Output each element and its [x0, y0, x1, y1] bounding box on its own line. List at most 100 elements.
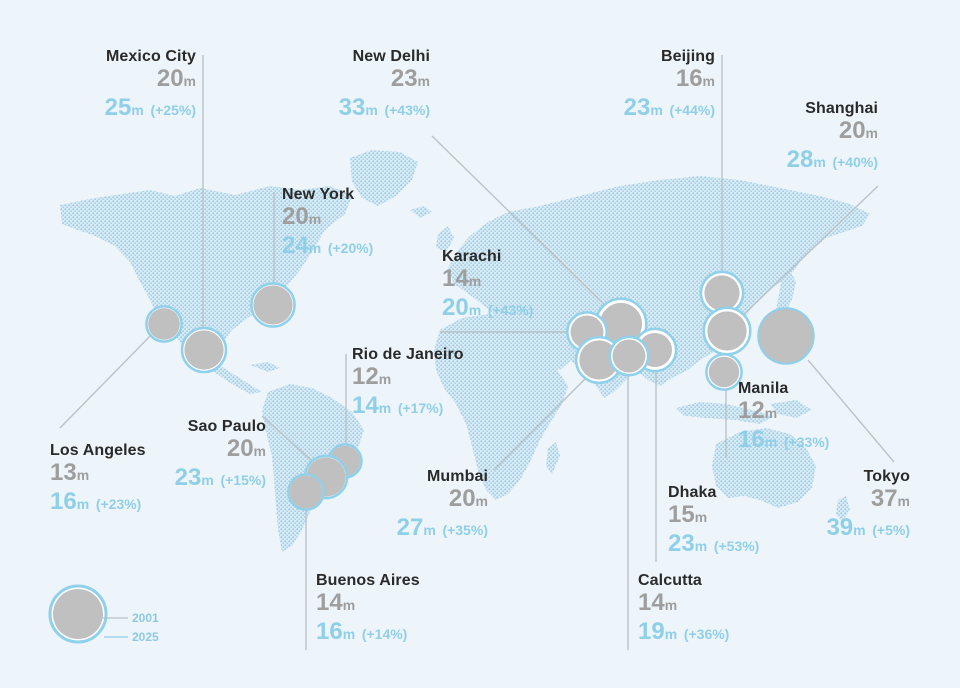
leader-los-angeles [59, 325, 161, 429]
label-new-york: New York 20m 24m (+20%) [282, 186, 502, 262]
unit: m [475, 493, 488, 509]
pop-2025: 16 [316, 618, 343, 645]
pop-2001: 20 [156, 65, 184, 92]
unit: m [417, 73, 430, 89]
unit: m [342, 597, 356, 613]
pop-2001: 23 [390, 65, 418, 92]
label-new-delhi: New Delhi 23m 33m (+43%) [210, 48, 430, 124]
label-los-angeles: Los Angeles 13m 16m (+23%) [50, 442, 270, 518]
city-name: Dhaka [668, 484, 717, 501]
city-name: Tokyo [863, 468, 910, 485]
label-mexico-city: Mexico City 20m 25m (+25%) [0, 48, 196, 124]
pop-change: (+44%) [669, 102, 715, 118]
japan [776, 270, 796, 314]
pop-2001: 14 [316, 589, 343, 616]
city-name: Manila [738, 380, 789, 397]
unit: m [468, 302, 482, 318]
legend: 2001 2025 [48, 584, 188, 648]
pop-2025: 27 [396, 514, 424, 541]
unit: m [76, 496, 90, 512]
city-circles [145, 270, 815, 511]
pop-2025: 19 [638, 618, 665, 645]
leader-tokyo [807, 359, 895, 463]
unit: m [764, 405, 778, 421]
city-name: Calcutta [638, 572, 702, 589]
circle-2001-mexico-city [184, 330, 224, 370]
pop-change: (+14%) [361, 626, 408, 642]
pop-2001: 13 [50, 459, 77, 486]
madagascar [546, 442, 560, 474]
unit: m [201, 472, 214, 488]
north-america [60, 186, 352, 394]
pop-change: (+43%) [384, 102, 430, 118]
unit: m [308, 240, 322, 256]
city-name: Mexico City [105, 48, 196, 65]
city-name: Mumbai [426, 468, 488, 485]
city-name: Los Angeles [50, 442, 146, 459]
unit: m [342, 626, 356, 642]
unit: m [813, 154, 826, 170]
unit: m [694, 538, 708, 554]
pop-change: (+43%) [487, 302, 534, 318]
pop-change: (+53%) [713, 538, 760, 554]
label-manila: Manila 12m 16m (+33%) [738, 380, 958, 456]
land-masses [60, 150, 870, 552]
unit: m [308, 211, 322, 227]
circle-2001-calcutta [612, 339, 646, 373]
label-tokyo: Tokyo 37m 39m (+5%) [690, 468, 910, 544]
unit: m [253, 443, 266, 459]
pop-2001: 12 [738, 397, 765, 424]
pop-2025: 33 [338, 94, 366, 121]
pop-2025: 16 [50, 488, 77, 515]
pop-2025: 25 [104, 94, 132, 121]
pop-change: (+5%) [872, 522, 910, 538]
legend-circle-2001 [53, 589, 103, 639]
pop-change: (+25%) [150, 102, 196, 118]
pop-2001: 20 [282, 203, 309, 230]
pop-2001: 14 [638, 589, 665, 616]
pop-change: (+33%) [783, 434, 830, 450]
city-name: New Delhi [352, 48, 430, 65]
pop-change: (+36%) [683, 626, 730, 642]
label-shanghai: Shanghai 20m 28m (+40%) [658, 100, 878, 176]
pop-change: (+15%) [220, 472, 266, 488]
pop-change: (+23%) [95, 496, 142, 512]
indonesia [676, 402, 774, 424]
unit: m [865, 125, 878, 141]
pop-2025: 28 [786, 146, 814, 173]
city-name: Karachi [442, 248, 502, 265]
leader-shanghai [739, 185, 879, 319]
legend-label-2001: 2001 [132, 611, 159, 625]
pop-2025: 16 [738, 426, 765, 453]
city-name: Beijing [660, 48, 715, 65]
label-karachi: Karachi 14m 20m (+43%) [442, 248, 662, 324]
label-calcutta: Calcutta 14m 19m (+36%) [638, 572, 858, 648]
unit: m [664, 626, 678, 642]
unit: m [702, 73, 715, 89]
pop-2025: 23 [174, 464, 202, 491]
leader-lines [59, 55, 895, 650]
pop-2001: 20 [838, 117, 866, 144]
circle-2001-new-delhi [599, 302, 643, 346]
africa [434, 314, 568, 500]
pop-change: (+17%) [397, 400, 444, 416]
unit: m [76, 467, 90, 483]
pop-2001: 20 [448, 485, 476, 512]
australia [712, 428, 816, 508]
greenland [350, 150, 418, 206]
label-buenos-aires: Buenos Aires 14m 16m (+14%) [316, 572, 536, 648]
city-name: Sao Paulo [187, 418, 266, 435]
caribbean [250, 362, 280, 372]
pop-2025: 23 [623, 94, 651, 121]
unit: m [378, 400, 392, 416]
pop-change: (+20%) [327, 240, 374, 256]
circle-2001-tokyo [759, 309, 813, 363]
unit: m [365, 102, 378, 118]
circle-2001-mumbai [579, 340, 619, 380]
circle-2001-manila [708, 356, 740, 388]
unit: m [764, 434, 778, 450]
unit: m [897, 493, 910, 509]
unit: m [378, 371, 392, 387]
